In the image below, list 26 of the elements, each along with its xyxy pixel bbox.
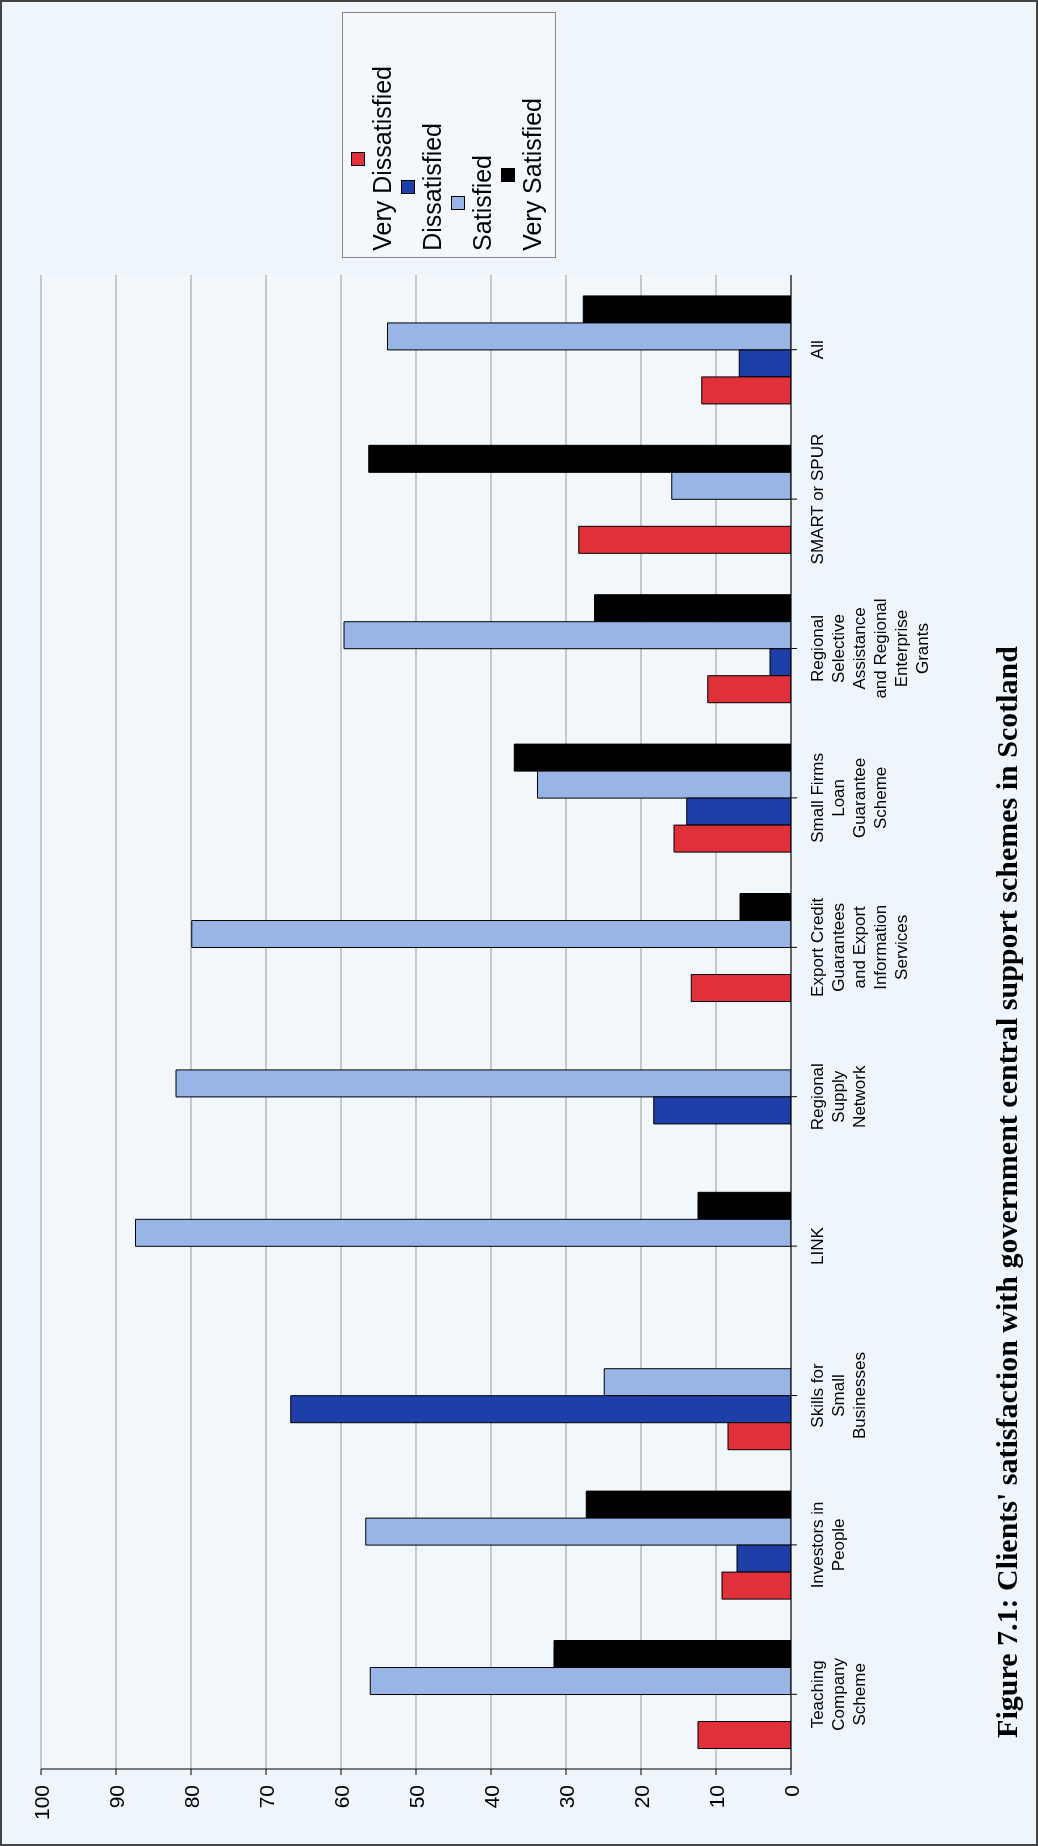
text: Figure 7.1: Clients' satisfaction with government central support schemes in Scotland [990,646,1024,1738]
x-tick-label: 30 [554,1785,578,1809]
legend-label: Very Satisfied [517,98,547,251]
x-tick-label: 40 [479,1785,503,1809]
x-tick-label: 100 [29,1785,53,1821]
x-tick-label: 70 [254,1785,278,1809]
x-tick-label: 60 [329,1785,353,1809]
x-tick-label: 80 [179,1785,203,1809]
y-tick-label: Small Firms Loan Guarantee Scheme [808,753,890,843]
y-tick-label: Regional Selective Assistance and Regional Enterprise Grants [808,598,932,699]
x-tick-label: 0 [779,1785,803,1797]
y-tick-label: SMART or SPUR [808,433,827,565]
x-tick-label: 50 [404,1785,428,1809]
legend-label: Very Dissatisfied [367,66,397,251]
x-tick-label: 10 [704,1785,728,1809]
y-tick-label: Teaching Company Scheme [808,1657,869,1731]
legend-label: Satisfied [467,155,497,251]
y-tick-label: Export Credit Guarantees and Export Information Services [808,897,911,997]
x-tick-label: 20 [629,1785,653,1809]
y-tick-label: LINK [808,1226,827,1265]
y-tick-label: All [808,340,827,360]
y-tick-label: Regional Supply Network [808,1063,869,1131]
legend-label: Dissatisfied [417,123,447,251]
y-tick-label: Investors in People [808,1501,848,1589]
y-tick-label: Skills for Small Businesses [808,1352,869,1439]
x-tick-label: 90 [104,1785,128,1809]
